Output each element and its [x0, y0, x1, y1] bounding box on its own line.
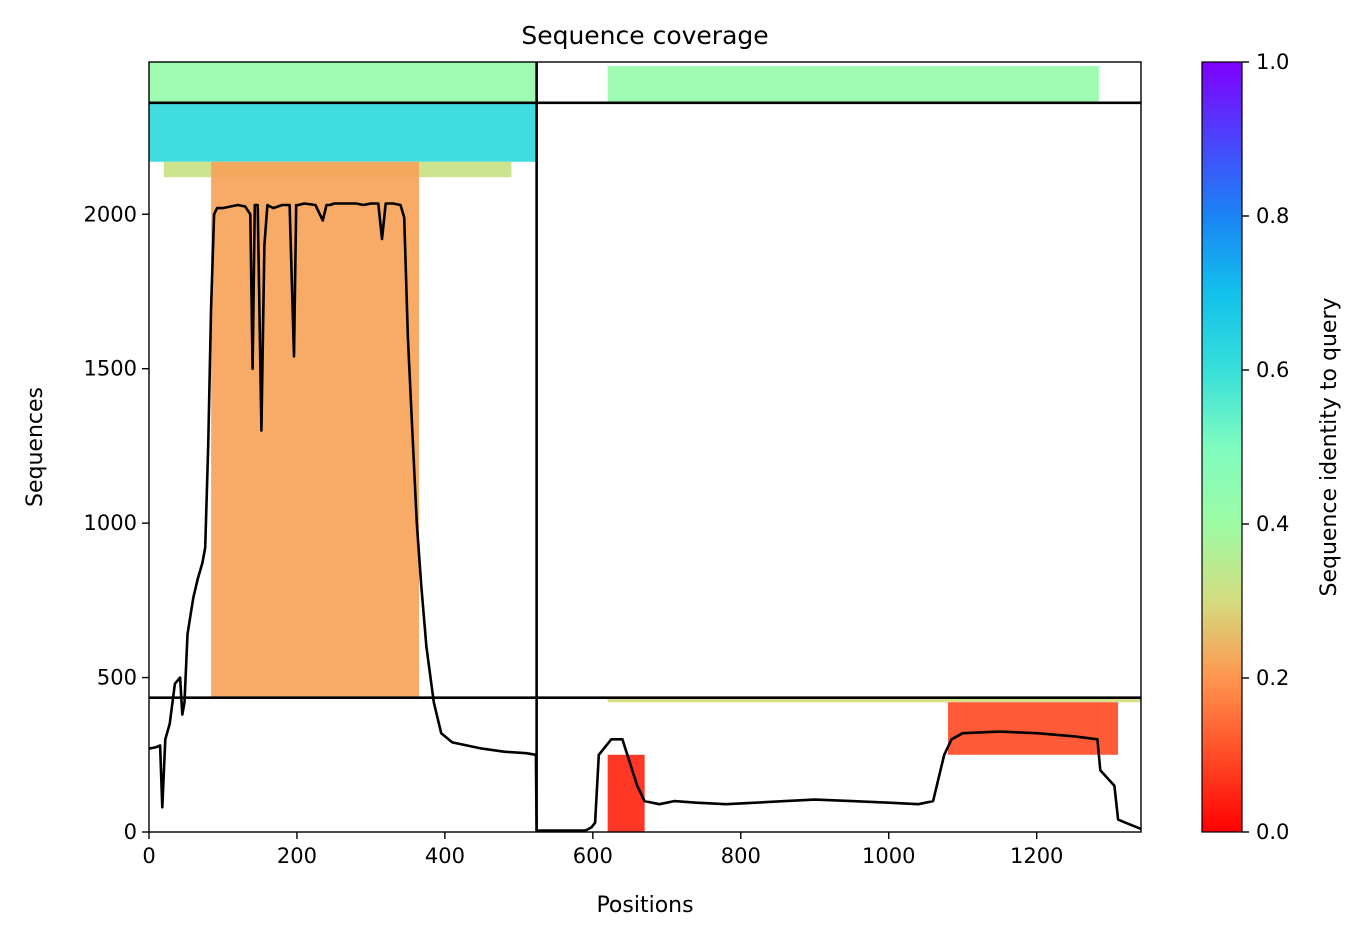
chart-title: Sequence coverage — [521, 21, 768, 50]
y-tick-label: 1000 — [84, 511, 137, 535]
x-tick-label: 200 — [277, 844, 317, 868]
y-tick-label: 500 — [97, 666, 137, 690]
x-tick-label: 1200 — [1010, 844, 1063, 868]
colorbar-tick-label: 0.2 — [1256, 666, 1289, 690]
x-tick-label: 800 — [721, 844, 761, 868]
y-axis-label: Sequences — [23, 387, 48, 507]
x-tick-label: 0 — [142, 844, 155, 868]
colorbar-tick-label: 0.8 — [1256, 204, 1289, 228]
colorbar-label: Sequence identity to query — [1317, 297, 1342, 596]
y-tick-label: 1500 — [84, 357, 137, 381]
coverage-block — [607, 754, 645, 832]
colorbar-ticks: 0.0 0.2 0.4 0.6 0.8 1.0 — [1242, 50, 1289, 844]
colorbar-tick-label: 0.0 — [1256, 820, 1289, 844]
x-tick-label: 400 — [425, 844, 465, 868]
y-tick-label: 0 — [124, 820, 137, 844]
x-tick-label: 600 — [573, 844, 613, 868]
y-tick-label: 2000 — [84, 202, 137, 226]
coverage-block — [947, 702, 1119, 755]
coverage-block — [149, 102, 537, 162]
coverage-block — [149, 62, 537, 103]
coverage-line — [148, 202, 1142, 832]
y-axis-ticks: 0 500 1000 1500 2000 — [84, 202, 149, 844]
plot-area — [148, 61, 1142, 833]
x-axis-ticks: 0 200 400 600 800 1000 1200 — [142, 832, 1063, 868]
colorbar-tick-label: 1.0 — [1256, 50, 1289, 74]
coverage-block — [607, 66, 1099, 103]
x-axis-label: Positions — [596, 893, 693, 918]
colorbar-tick-label: 0.4 — [1256, 512, 1289, 536]
x-tick-label: 1000 — [862, 844, 915, 868]
colorbar-gradient — [1201, 61, 1243, 833]
plot-frame — [148, 61, 1142, 833]
coverage-blocks — [149, 62, 1141, 832]
coverage-block — [211, 161, 420, 698]
colorbar: 0.0 0.2 0.4 0.6 0.8 1.0 Sequence identity to … — [1201, 50, 1342, 844]
colorbar-tick-label: 0.6 — [1256, 358, 1289, 382]
dividers — [149, 62, 1141, 832]
coverage-block — [607, 697, 1141, 703]
